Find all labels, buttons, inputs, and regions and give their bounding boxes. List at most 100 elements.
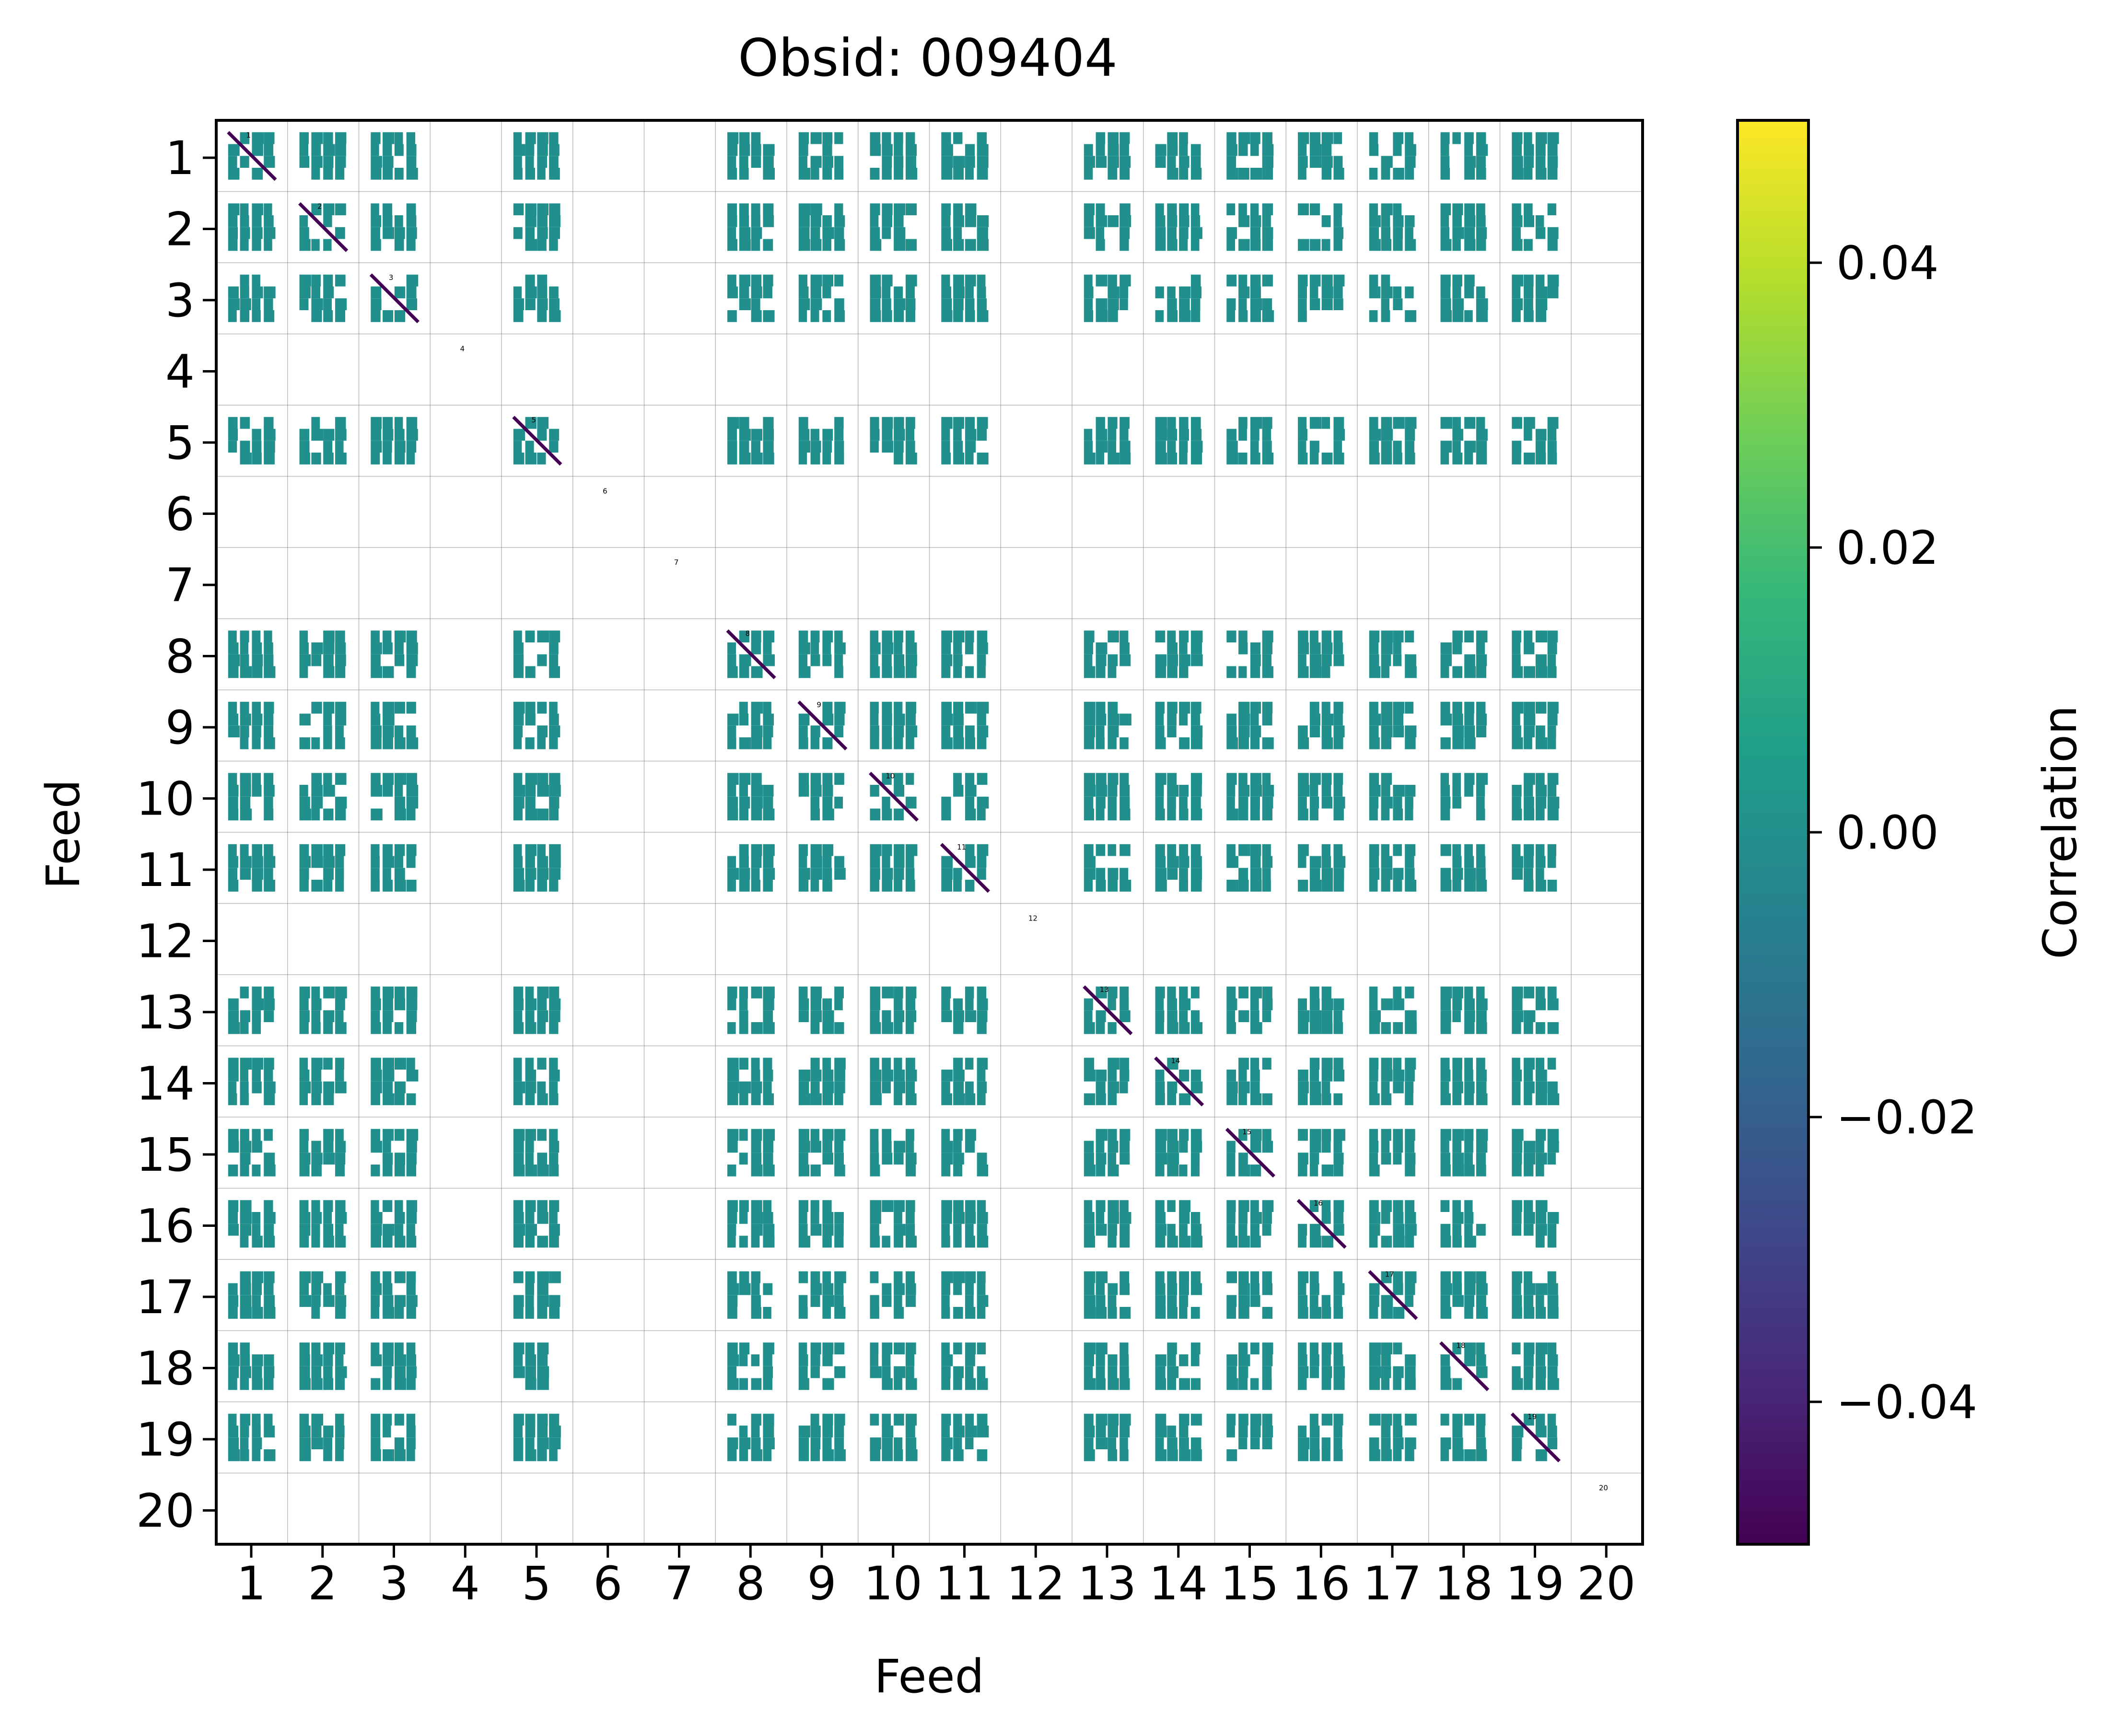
heatmap-cell [798,1081,809,1094]
heatmap-cell [371,1342,380,1354]
heatmap-cell [763,1141,774,1153]
heatmap-cell [1393,286,1402,299]
heatmap-cell [1262,310,1274,322]
heatmap-cell [335,1283,345,1295]
heatmap-cell [299,1200,309,1212]
heatmap-cell [335,773,347,785]
heatmap-cell [1476,1366,1488,1378]
heatmap-cell [965,1378,976,1390]
heatmap-cell [406,1354,417,1366]
heatmap-cell [977,1200,986,1212]
heatmap-cell [228,856,238,868]
heatmap-cell [228,429,238,441]
colorbar [1736,119,1810,1546]
heatmap-cell [383,713,395,726]
heatmap-cell [1369,417,1378,429]
heatmap-cell [1155,796,1164,809]
heatmap-cell [1155,144,1166,156]
heatmap-cell [371,725,382,737]
heatmap-cell [513,1366,525,1378]
heatmap-cell [1393,1235,1405,1248]
heatmap-cell [1512,1425,1524,1438]
heatmap-cell [1155,1200,1165,1212]
heatmap-cell [252,429,261,441]
heatmap-cell [1179,737,1190,749]
heatmap-cell [335,808,346,821]
heatmap-cell [1096,1413,1108,1426]
heatmap-cell [537,298,548,310]
heatmap-cell [894,298,906,310]
heatmap-cell [537,1342,549,1354]
heatmap-cell [371,132,381,144]
heatmap-cell [810,1283,822,1295]
heatmap-cell [751,1413,761,1426]
heatmap-cell [751,156,761,168]
y-tick-label: 14 [136,1057,195,1111]
heatmap-cell [1298,298,1307,310]
heatmap-cell [763,1010,773,1022]
heatmap-cell [1309,1413,1318,1426]
heatmap-cell [311,796,323,809]
heatmap-cell [323,274,333,287]
heatmap-cell [383,844,393,856]
heatmap-cell [798,1307,808,1319]
heatmap-cell [1512,1141,1523,1153]
heatmap-cell [513,844,522,856]
heatmap-cell [1476,1413,1486,1426]
heatmap-cell [822,701,833,714]
heatmap-cell [1512,796,1521,809]
heatmap-cell [1167,1378,1177,1390]
heatmap-cell [798,785,809,797]
heatmap-cell [953,1010,964,1022]
heatmap-cell [1512,1200,1522,1212]
heatmap-cell [513,856,523,868]
heatmap-cell [1512,856,1524,868]
heatmap-cell [335,1425,345,1438]
heatmap-cell [1096,227,1105,239]
heatmap-cell [882,642,894,654]
heatmap-cell [335,453,347,465]
heatmap-cell [1381,1081,1390,1094]
heatmap-cell [894,1366,906,1378]
heatmap-cell [965,1413,974,1426]
heatmap-cell [335,737,345,749]
heatmap-cell [525,713,536,726]
heatmap-cell [965,441,976,453]
heatmap-cell [882,701,892,714]
heatmap-cell [763,417,774,429]
heatmap-cell [1452,1437,1463,1449]
heatmap-cell [1381,666,1389,678]
heatmap-cell [549,1212,558,1224]
heatmap-cell [1476,286,1485,299]
heatmap-cell [1535,298,1548,310]
heatmap-cell [834,274,843,287]
heatmap-cell [822,880,832,892]
heatmap-cell [1096,1283,1105,1295]
heatmap-cell [870,986,881,999]
heatmap-cell [905,1165,916,1177]
heatmap-cell [1524,1070,1533,1082]
heatmap-cell [1179,429,1189,441]
heatmap-cell [941,1141,953,1153]
heatmap-cell [1440,286,1451,299]
heatmap-cell [977,654,986,666]
heatmap-cell [525,203,537,215]
heatmap-cell [537,1022,546,1034]
heatmap-cell [1393,701,1405,714]
heatmap-cell [1298,1366,1309,1378]
heatmap-cell [739,1081,751,1094]
heatmap-cell [798,642,810,654]
heatmap-cell [1167,453,1177,465]
heatmap-cell [525,986,534,999]
heatmap-cell [1120,1070,1130,1082]
heatmap-cell [240,701,249,714]
heatmap-cell [1084,1223,1095,1236]
heatmap-cell [335,654,346,666]
heatmap-cell [228,286,239,299]
heatmap-cell [228,868,238,880]
heatmap-cell [977,796,989,809]
heatmap-cell [870,215,879,227]
heatmap-cell [311,1153,323,1165]
heatmap-cell [394,880,406,892]
heatmap-cell [1262,642,1272,654]
